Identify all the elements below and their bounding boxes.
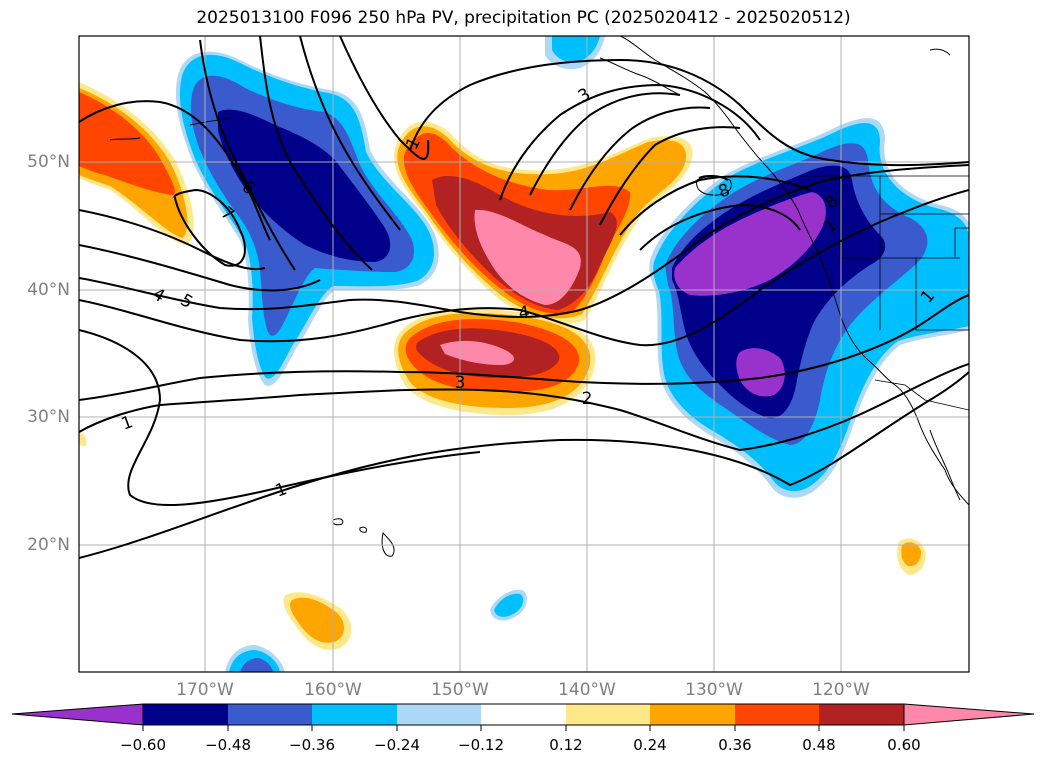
- pv-label: 2: [582, 389, 593, 409]
- colorbar-low-extend: [11, 703, 144, 726]
- colorbar-tick-label: 0.48: [802, 736, 836, 754]
- lon-label: 150°W: [431, 680, 489, 700]
- lon-label: 160°W: [304, 680, 362, 700]
- figure-title: 2025013100 F096 250 hPa PV, precipitatio…: [196, 8, 851, 28]
- map-frame: [78, 35, 970, 673]
- colorbar-tick-label: 0.36: [718, 736, 752, 754]
- precip-positive-west: [79, 82, 194, 245]
- lon-label: 130°W: [685, 680, 743, 700]
- lon-label: 120°W: [812, 680, 870, 700]
- gridlines: [79, 36, 969, 672]
- lat-label: 40°N: [27, 280, 70, 300]
- map-area: 1 1 1 1 1 2 3 3 4 4 5 6 7 8 8: [79, 36, 969, 672]
- pv-label: 3: [455, 373, 466, 393]
- lat-label: 50°N: [27, 152, 70, 172]
- lat-label: 20°N: [27, 535, 70, 555]
- colorbar-high-extend: [903, 703, 1035, 726]
- colorbar-tick-label: −0.48: [205, 736, 251, 754]
- lat-label: 30°N: [27, 407, 70, 427]
- pv-contours: [79, 36, 969, 559]
- colorbar-tick-label: 0.24: [633, 736, 667, 754]
- colorbar-tick-label: −0.24: [374, 736, 420, 754]
- colorbar-tick-label: −0.12: [458, 736, 504, 754]
- colorbar-tick-label: 0.12: [549, 736, 583, 754]
- coastlines: [109, 36, 969, 557]
- pv-label: 4: [517, 302, 531, 324]
- lon-label: 170°W: [176, 680, 234, 700]
- colorbar-tick-label: −0.36: [289, 736, 335, 754]
- lon-label: 140°W: [558, 680, 616, 700]
- precip-positive-central: [394, 121, 693, 325]
- colorbar: [11, 703, 1035, 731]
- colorbar-tick-label: 0.60: [887, 736, 921, 754]
- precip-negative-east: [649, 118, 969, 498]
- colorbar-tick-label: −0.60: [120, 736, 166, 754]
